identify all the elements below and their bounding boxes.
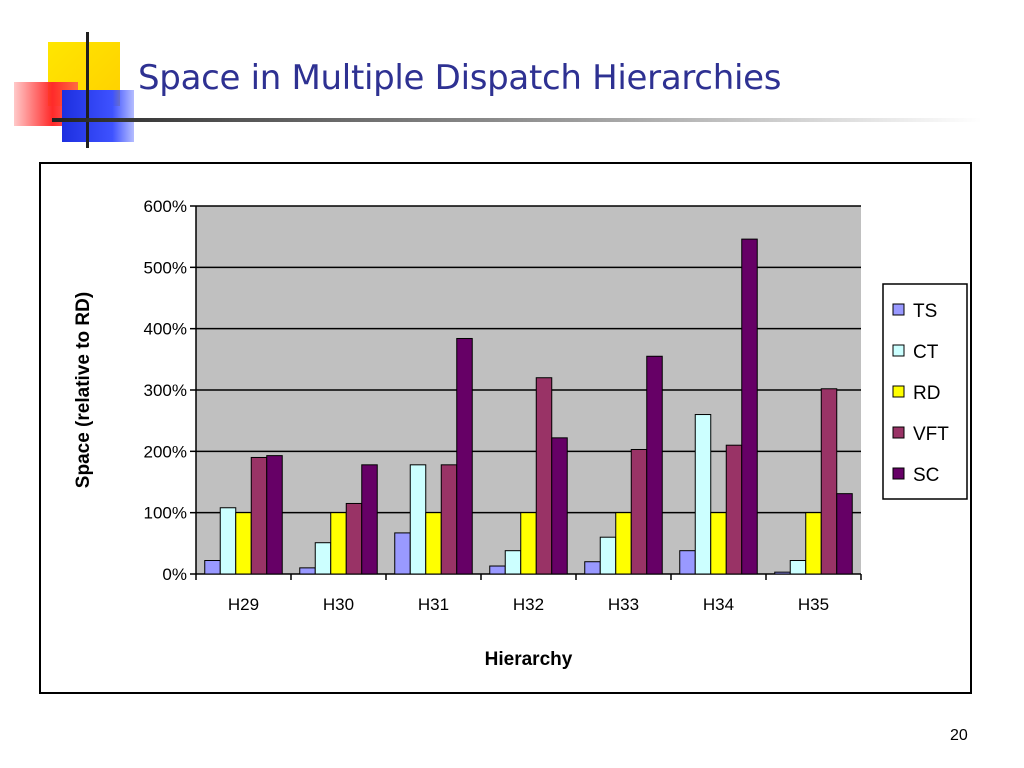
legend-label-ts: TS [913, 301, 937, 322]
bar-vft-h34 [725, 444, 743, 575]
bar-ts-h32 [489, 565, 506, 575]
bar-rd-h29 [235, 512, 252, 575]
bar-vft-h29 [250, 456, 268, 575]
bar-ts-h35 [774, 571, 791, 575]
y-tick-label: 500% [144, 258, 187, 277]
bar-sc-h29 [266, 455, 283, 575]
x-tick-label: H32 [513, 595, 544, 614]
bar-ts-h33 [584, 561, 601, 575]
x-tick-label: H35 [798, 595, 829, 614]
bar-rd-h30 [330, 512, 347, 575]
x-tick-label: H34 [703, 595, 734, 614]
bar-ct-h31 [409, 464, 427, 575]
legend-swatch-vft [892, 426, 905, 439]
title-decoration-vertical-line [86, 32, 89, 148]
legend-swatch-ct [892, 344, 905, 357]
bar-sc-h35 [836, 493, 853, 575]
y-axis-title: Space (relative to RD) [73, 292, 94, 488]
slide-title: Space in Multiple Dispatch Hierarchies [138, 58, 782, 98]
legend-swatch-sc [892, 467, 905, 480]
x-tick-label: H33 [608, 595, 639, 614]
bar-ts-h30 [299, 567, 316, 575]
bar-ct-h30 [314, 542, 332, 575]
bar-ct-h35 [789, 560, 807, 575]
bar-rd-h31 [425, 512, 442, 575]
y-tick-label: 200% [144, 442, 187, 461]
title-underline [52, 118, 982, 122]
y-tick-label: 0% [162, 565, 187, 584]
bar-ts-h29 [204, 560, 221, 575]
bar-ct-h32 [504, 550, 522, 575]
y-tick-label: 300% [144, 381, 187, 400]
page-number: 20 [950, 727, 968, 744]
bar-rd-h34 [710, 512, 727, 575]
bar-ts-h34 [679, 550, 696, 575]
bar-vft-h31 [440, 464, 458, 575]
bar-rd-h33 [615, 512, 632, 575]
legend-label-rd: RD [913, 383, 940, 404]
legend-swatch-rd [892, 385, 905, 398]
bar-rd-h35 [805, 512, 822, 575]
bar-sc-h33 [646, 355, 663, 575]
x-tick-label: H29 [228, 595, 259, 614]
bar-sc-h32 [551, 437, 568, 575]
title-decoration-blue-square [62, 90, 134, 142]
y-tick-label: 600% [144, 197, 187, 216]
bar-vft-h33 [630, 448, 648, 575]
bar-sc-h34 [741, 238, 758, 575]
x-axis-title: Hierarchy [485, 649, 573, 670]
legend-swatch-ts [892, 303, 905, 316]
x-tick-label: H30 [323, 595, 354, 614]
legend-label-vft: VFT [913, 424, 949, 445]
y-tick-label: 400% [144, 320, 187, 339]
bar-ct-h34 [694, 414, 712, 575]
bar-ct-h29 [219, 507, 237, 575]
chart-frame: 0% 100% 200% 300% 400% 500% 600% H29 H30 H31 H32 H3… [39, 162, 972, 694]
y-tick-label: 100% [144, 504, 187, 523]
bar-vft-h35 [820, 388, 838, 575]
x-tick-label: H31 [418, 595, 449, 614]
bar-sc-h31 [456, 337, 473, 575]
bar-chart: 0% 100% 200% 300% 400% 500% 600% H29 H30 H31 H32 H3… [73, 197, 968, 670]
legend-label-ct: CT [913, 342, 939, 363]
bar-sc-h30 [361, 464, 378, 575]
bar-ts-h31 [394, 532, 411, 575]
legend-label-sc: SC [913, 465, 939, 486]
bar-ct-h33 [599, 536, 617, 575]
bar-rd-h32 [520, 512, 537, 575]
bar-vft-h32 [535, 377, 553, 575]
bar-vft-h30 [345, 502, 363, 575]
